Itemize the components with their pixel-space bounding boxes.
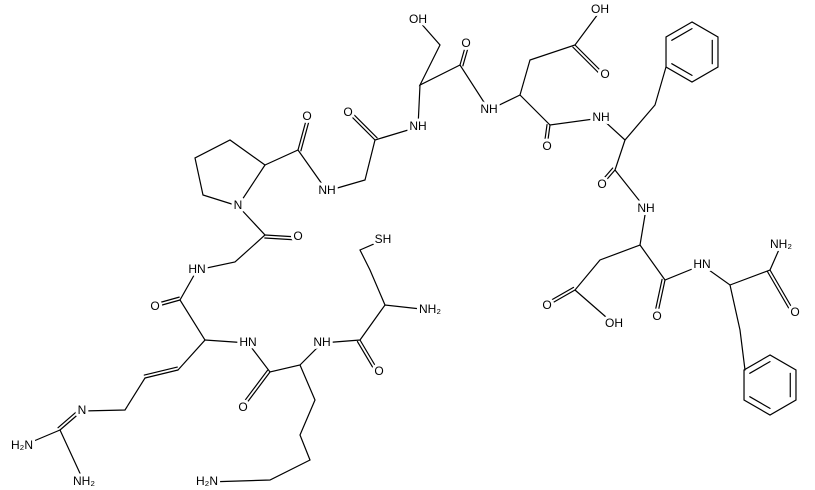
bond xyxy=(769,269,796,314)
atom-label: O xyxy=(597,177,606,191)
bond xyxy=(599,167,614,184)
atom-label: HN xyxy=(188,262,205,276)
atom-labels: OH OH O O NH NH NH O O O O NH N NH SH O … xyxy=(8,0,803,490)
bond xyxy=(206,364,316,483)
bond xyxy=(359,239,386,306)
atom-label: NH xyxy=(480,102,497,116)
bond xyxy=(144,369,179,379)
bond xyxy=(519,66,667,141)
atom-label: O xyxy=(461,36,470,50)
bond xyxy=(57,408,81,429)
atom-label: O xyxy=(150,299,159,313)
bond xyxy=(766,270,794,316)
bond xyxy=(143,366,178,376)
atom-label: OH xyxy=(409,12,427,26)
atom-label: SH xyxy=(375,232,392,246)
atom-label: NH xyxy=(637,201,654,215)
bond xyxy=(462,44,470,67)
bond xyxy=(574,44,606,76)
bond xyxy=(546,289,576,307)
bond xyxy=(349,110,378,139)
atom-label: N xyxy=(78,403,87,417)
bond xyxy=(544,286,575,304)
bond xyxy=(300,117,311,152)
bond xyxy=(601,169,616,186)
atom-label: NH₂ xyxy=(73,474,95,488)
atom-label: O xyxy=(542,139,551,153)
bond xyxy=(546,124,551,148)
atom-label: OH xyxy=(605,316,623,330)
bond xyxy=(59,410,83,431)
bond xyxy=(204,304,431,373)
bond xyxy=(154,299,181,308)
bond xyxy=(572,46,604,78)
bond xyxy=(194,139,266,207)
atom-label: NH xyxy=(409,119,426,133)
bond xyxy=(574,139,647,325)
bond xyxy=(59,429,85,483)
bond xyxy=(729,284,746,371)
atom-label: N xyxy=(234,198,243,212)
bond xyxy=(459,43,467,66)
atom-label: NH xyxy=(592,110,609,124)
bond xyxy=(749,396,771,409)
bond xyxy=(749,361,771,374)
atom-label: HN xyxy=(239,335,256,349)
bond xyxy=(639,244,782,286)
atom-label: O xyxy=(652,309,661,323)
bond xyxy=(240,369,269,407)
atom-label: NH xyxy=(313,335,330,349)
bond xyxy=(242,371,271,409)
bond xyxy=(264,84,421,192)
atom-label: H₂N xyxy=(196,474,218,488)
bond xyxy=(347,112,376,141)
atom-label: NH₂ xyxy=(770,237,792,251)
bond xyxy=(21,429,61,447)
bonds xyxy=(21,13,797,483)
atom-label: O xyxy=(790,305,799,319)
bond xyxy=(671,63,693,77)
atom-label: HN xyxy=(693,257,710,271)
bond xyxy=(153,296,180,305)
bond xyxy=(417,13,599,111)
atom-label: O xyxy=(343,105,352,119)
atom-label: NH xyxy=(318,183,335,197)
bond xyxy=(656,279,666,318)
bond xyxy=(264,234,299,238)
bond xyxy=(653,278,663,317)
atom-label: OH xyxy=(591,2,609,16)
bond xyxy=(543,123,548,148)
bond xyxy=(356,340,378,375)
bond xyxy=(264,237,299,241)
atom-label: O xyxy=(302,109,311,123)
atom-label: NH₂ xyxy=(419,302,441,316)
bond xyxy=(743,354,797,416)
bond xyxy=(671,28,693,41)
atom-label: H₂N xyxy=(11,438,33,452)
atom-label: O xyxy=(238,400,247,414)
atom-label: O xyxy=(374,364,383,378)
atom-label: O xyxy=(542,298,551,312)
atom-label: O xyxy=(293,229,302,243)
bond xyxy=(81,377,146,412)
atom-label: O xyxy=(600,67,609,81)
bond xyxy=(665,21,719,83)
bond xyxy=(359,339,380,373)
bond xyxy=(297,116,308,151)
